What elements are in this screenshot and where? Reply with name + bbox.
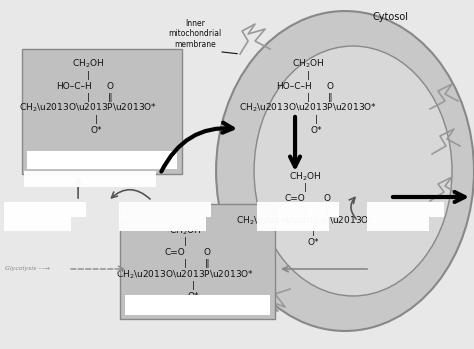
Text: ‖: ‖ [108,92,112,102]
Text: Glycolysis ––→: Glycolysis ––→ [5,267,50,272]
FancyBboxPatch shape [367,202,444,217]
FancyBboxPatch shape [125,295,270,315]
Text: |: | [315,114,318,124]
Text: CH$_2$OH: CH$_2$OH [169,225,201,237]
Text: HO–C–H: HO–C–H [276,82,312,90]
Text: |: | [311,228,315,237]
Text: Inner
mitochondrial
membrane: Inner mitochondrial membrane [168,19,237,54]
Text: O: O [327,82,334,90]
Text: O: O [324,194,330,203]
FancyBboxPatch shape [119,202,211,217]
Ellipse shape [254,46,452,296]
Text: O: O [203,248,210,258]
Text: CH$_2$\u2013O\u2013P\u2013O*: CH$_2$\u2013O\u2013P\u2013O* [116,269,254,281]
Text: ‖: ‖ [328,92,332,102]
Text: CH$_2$OH: CH$_2$OH [292,58,324,70]
FancyBboxPatch shape [24,171,156,187]
FancyBboxPatch shape [120,204,275,319]
Text: CH$_2$OH: CH$_2$OH [289,171,321,183]
Text: CH$_2$\u2013O\u2013P\u2013O*: CH$_2$\u2013O\u2013P\u2013O* [236,215,374,227]
Text: |: | [191,282,194,290]
Text: |: | [307,92,310,102]
Text: ‖: ‖ [325,206,329,215]
FancyBboxPatch shape [257,202,339,217]
Ellipse shape [216,11,474,331]
Text: HO–C–H: HO–C–H [56,82,92,90]
Text: |: | [303,206,307,215]
Text: |: | [87,92,90,102]
FancyBboxPatch shape [4,216,71,231]
Text: CH$_2$\u2013O\u2013P\u2013O*: CH$_2$\u2013O\u2013P\u2013O* [239,102,377,114]
FancyBboxPatch shape [257,216,329,231]
FancyBboxPatch shape [27,151,177,169]
Text: O*: O* [307,238,319,247]
Text: O*: O* [187,292,199,302]
Text: |: | [183,237,187,246]
FancyBboxPatch shape [22,49,182,174]
Text: O*: O* [310,126,322,134]
Text: C=O: C=O [164,248,185,258]
FancyBboxPatch shape [119,216,206,231]
Text: CH$_2$\u2013O\u2013P\u2013O*: CH$_2$\u2013O\u2013P\u2013O* [19,102,157,114]
Text: O*: O* [91,126,102,134]
Text: |: | [87,70,90,80]
Text: |: | [95,114,98,124]
FancyBboxPatch shape [367,216,429,231]
Text: O: O [107,82,114,90]
Text: Cytosol: Cytosol [372,12,408,22]
Text: |: | [183,259,187,268]
Text: C=O: C=O [285,194,305,203]
Text: |: | [307,70,310,80]
FancyBboxPatch shape [4,202,86,217]
Text: CH$_2$OH: CH$_2$OH [72,58,104,70]
Text: |: | [303,184,307,193]
Text: ‖: ‖ [205,259,210,268]
